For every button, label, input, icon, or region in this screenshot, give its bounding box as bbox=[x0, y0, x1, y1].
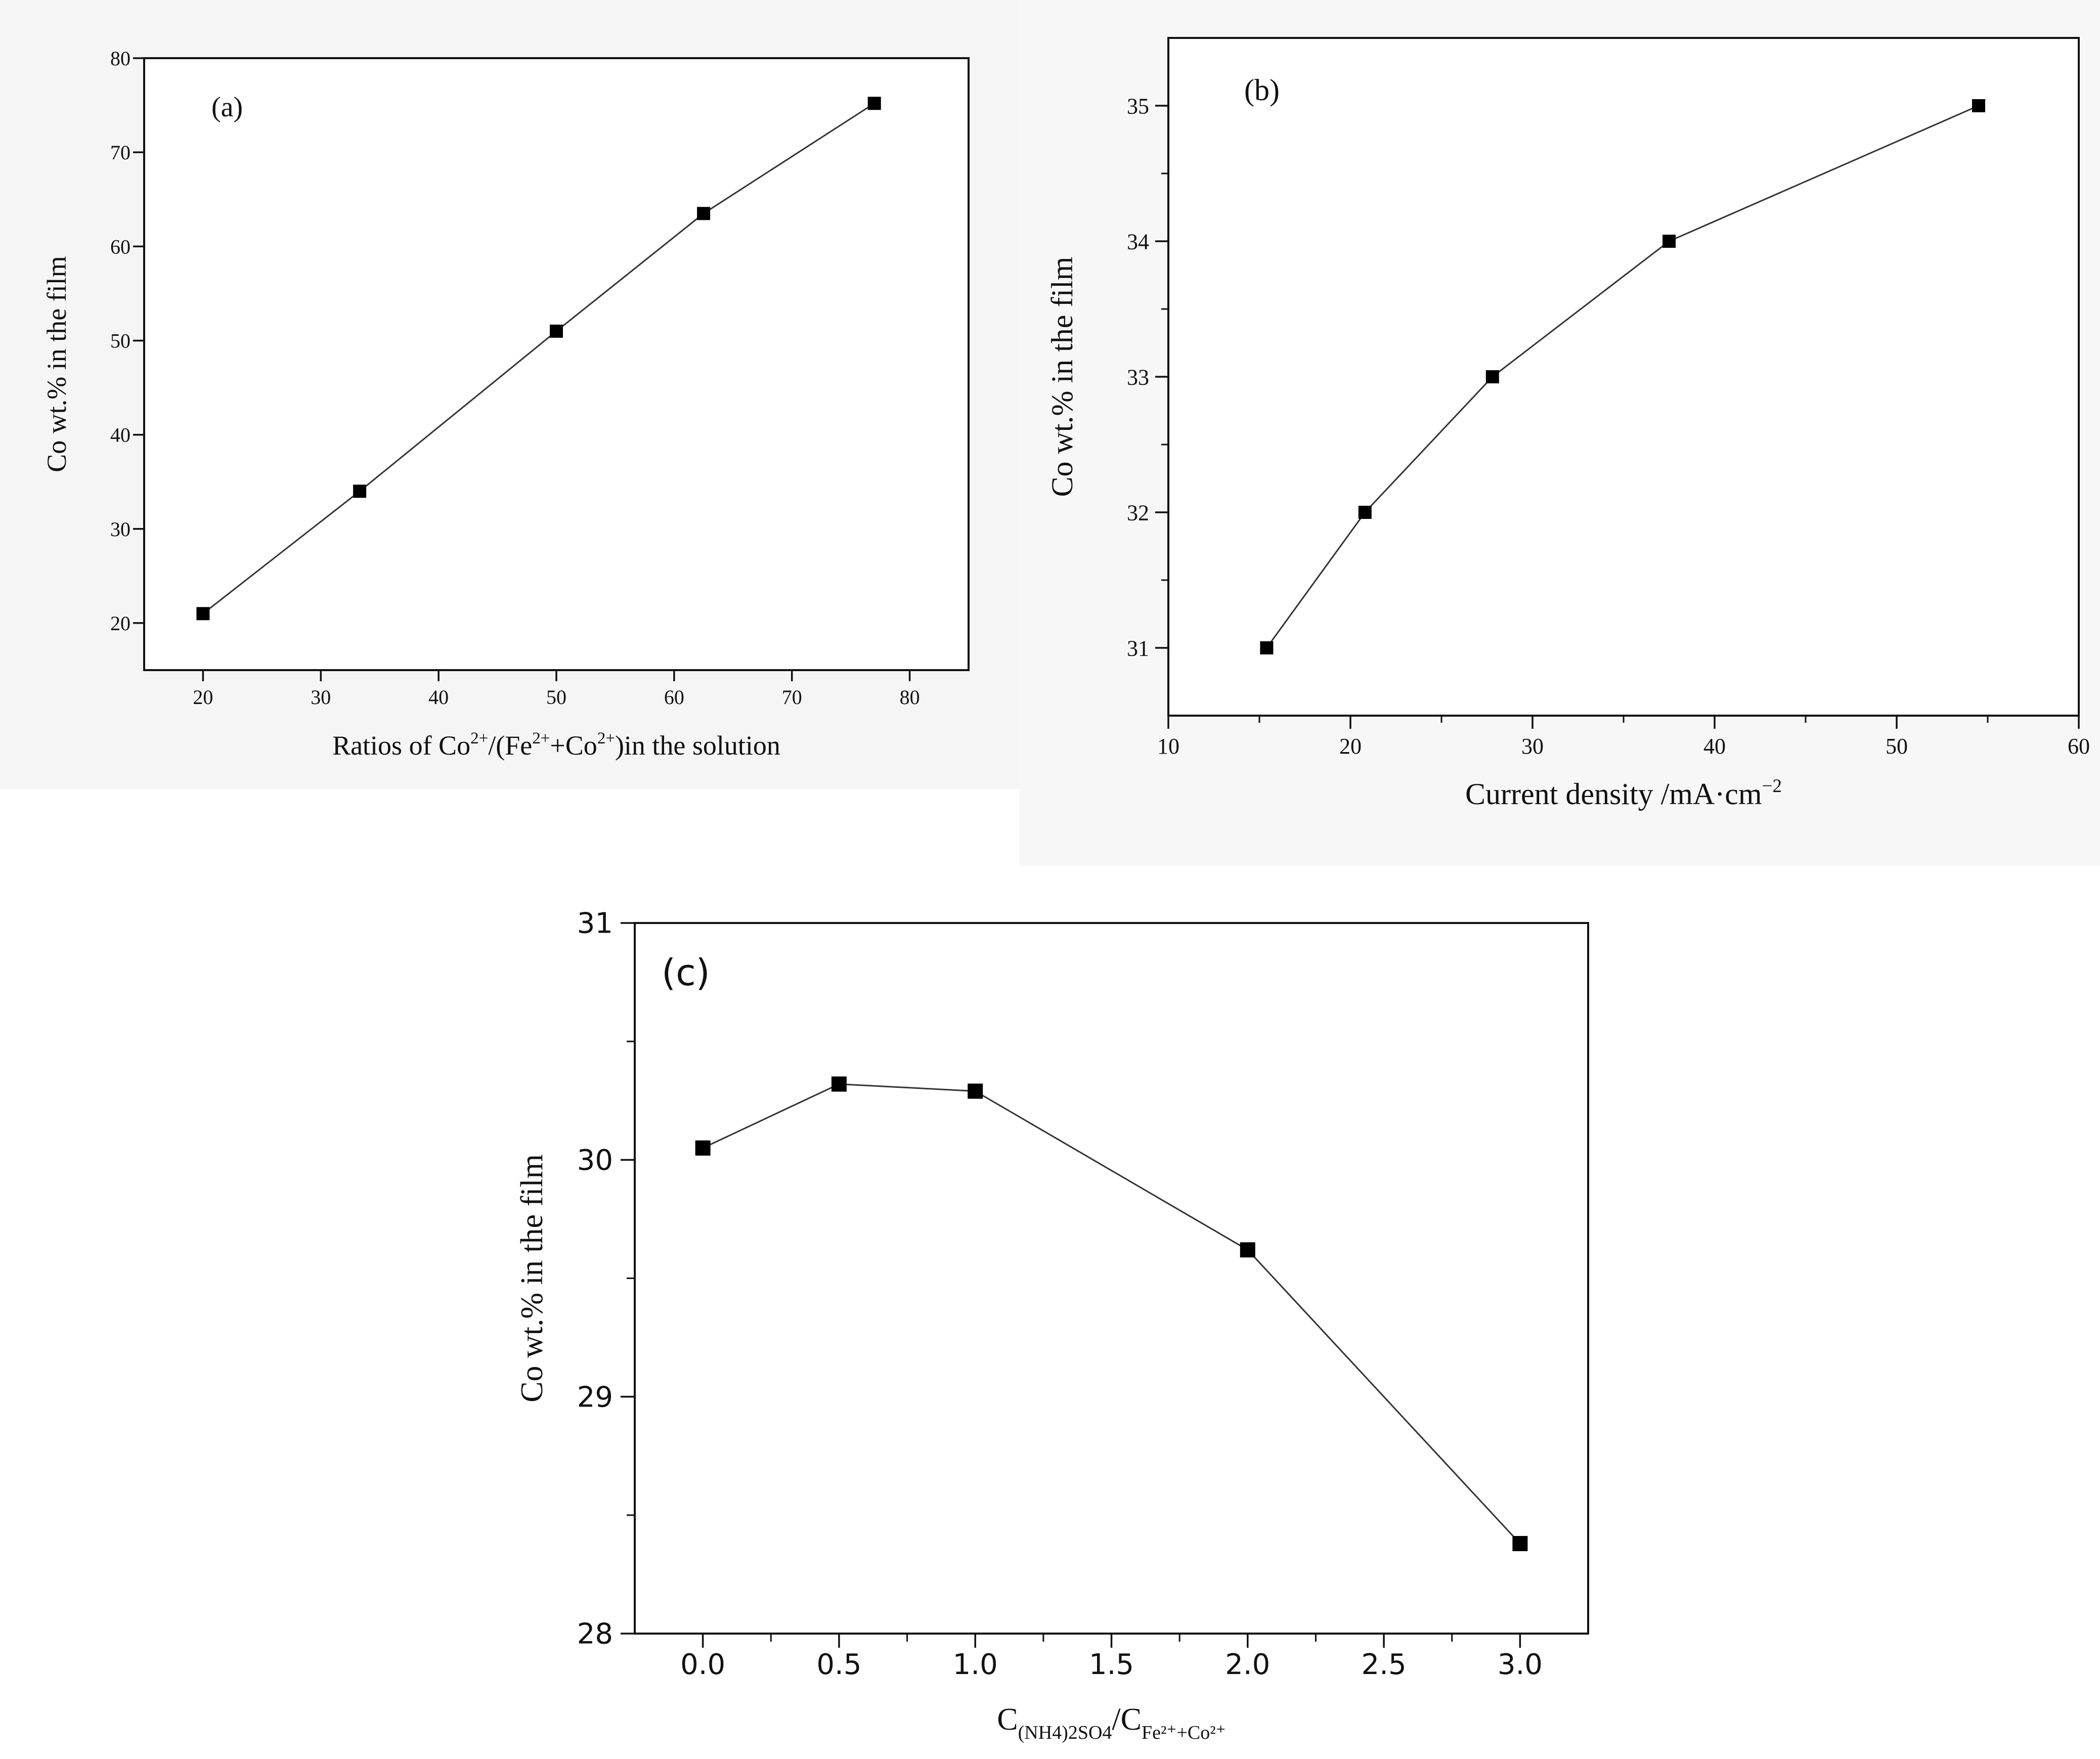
y-axis-label: Co wt.% in the film bbox=[41, 256, 72, 472]
y-tick-label: 29 bbox=[577, 1381, 613, 1414]
y-tick-label: 33 bbox=[1127, 365, 1149, 389]
data-point bbox=[1240, 1242, 1255, 1258]
data-point bbox=[550, 324, 563, 338]
x-tick-label: 0.5 bbox=[816, 1648, 861, 1681]
chart-panel-a: 20 30 40 50 60 70 80 20 30 40 50 60 70 80 (a) Co wt.% i… bbox=[41, 47, 970, 761]
y-tick-label: 35 bbox=[1127, 94, 1149, 118]
panel-label: (c) bbox=[662, 951, 710, 994]
data-point bbox=[1972, 99, 1985, 112]
x-axis-label: Ratios of Co2+/(Fe2++Co2+)in the solutio… bbox=[332, 729, 780, 761]
x-tick-label: 1.0 bbox=[953, 1648, 998, 1681]
y-tick-label: 40 bbox=[110, 424, 130, 447]
x-tick-label: 20 bbox=[193, 686, 213, 709]
x-tick-label: 30 bbox=[1521, 734, 1544, 759]
data-point bbox=[196, 607, 210, 621]
data-point bbox=[867, 97, 881, 110]
y-axis-label: Co wt.% in the film bbox=[515, 1154, 549, 1402]
x-tick-label: 3.0 bbox=[1498, 1648, 1543, 1681]
data-point bbox=[695, 1140, 711, 1156]
y-tick-label: 28 bbox=[577, 1618, 613, 1651]
x-tick-label: 20 bbox=[1339, 734, 1362, 759]
y-tick-label: 32 bbox=[1127, 500, 1149, 525]
x-tick-label: 40 bbox=[428, 686, 449, 709]
x-tick-label: 10 bbox=[1157, 734, 1179, 759]
data-point bbox=[1260, 641, 1274, 654]
plot-frame bbox=[634, 922, 1589, 1635]
y-tick-label: 30 bbox=[577, 1144, 613, 1177]
y-tick-label: 70 bbox=[110, 141, 130, 164]
x-tick-label: 50 bbox=[1886, 734, 1908, 759]
data-point bbox=[1663, 235, 1676, 248]
x-tick-label: 70 bbox=[782, 686, 802, 709]
data-point bbox=[1485, 370, 1499, 383]
x-tick-label: 0.0 bbox=[680, 1648, 725, 1681]
y-axis-label: Co wt.% in the film bbox=[1045, 257, 1079, 497]
y-tick-label: 20 bbox=[110, 612, 130, 635]
y-tick-label: 30 bbox=[110, 518, 130, 541]
data-point bbox=[697, 207, 711, 221]
data-point bbox=[1512, 1536, 1528, 1552]
x-tick-label: 1.5 bbox=[1089, 1648, 1134, 1681]
x-tick-label: 60 bbox=[2068, 734, 2090, 759]
y-tick-label: 31 bbox=[1127, 636, 1149, 661]
y-tick-label: 50 bbox=[110, 329, 130, 352]
x-axis-label: Current density /mA·cm−2 bbox=[1465, 776, 1782, 811]
y-tick-label: 60 bbox=[110, 235, 130, 258]
y-tick-label: 34 bbox=[1127, 229, 1149, 254]
x-tick-label: 2.0 bbox=[1225, 1648, 1270, 1681]
chart-panel-c: 0.0 0.5 1.0 1.5 2.0 2.5 3.0 28 29 30 31 (c) Co wt.% … bbox=[515, 907, 1589, 1743]
data-point bbox=[968, 1083, 983, 1099]
panel-label: (b) bbox=[1244, 73, 1280, 107]
panel-label: (a) bbox=[211, 92, 243, 123]
y-tick-label: 31 bbox=[577, 907, 613, 940]
x-tick-label: 40 bbox=[1703, 734, 1726, 759]
chart-panel-b: 10 20 30 40 50 60 31 32 33 34 35 (b) Co wt.% in the … bbox=[1045, 37, 2090, 811]
x-tick-label: 30 bbox=[311, 686, 331, 709]
data-point bbox=[1358, 506, 1372, 519]
data-point bbox=[831, 1076, 847, 1092]
x-tick-label: 50 bbox=[546, 686, 566, 709]
y-tick-label: 80 bbox=[110, 47, 130, 70]
x-axis-label: C(NH4)2SO4/CFe²⁺+Co²⁺ bbox=[997, 1702, 1226, 1743]
plot-frame bbox=[1167, 37, 2080, 717]
x-tick-label: 2.5 bbox=[1362, 1648, 1407, 1681]
data-point bbox=[353, 485, 367, 498]
x-tick-label: 60 bbox=[664, 686, 684, 709]
x-tick-label: 80 bbox=[900, 686, 920, 709]
plot-frame bbox=[143, 57, 970, 671]
